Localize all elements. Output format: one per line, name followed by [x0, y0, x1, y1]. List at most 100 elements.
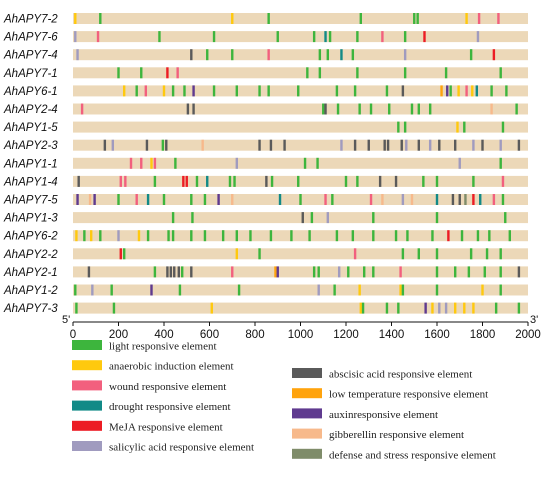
- cis-element-mark-light: [249, 230, 252, 242]
- cis-element-mark-light: [228, 175, 232, 187]
- cis-element-mark-light: [171, 85, 175, 97]
- cis-element-mark-light: [351, 49, 355, 61]
- cis-element-mark-auxin: [424, 302, 427, 314]
- cis-element-mark-abscisic: [258, 139, 261, 151]
- gene-row: AhAPY7-6: [3, 31, 528, 44]
- cis-element-mark-light: [183, 85, 186, 97]
- cis-element-mark-light: [112, 302, 116, 314]
- cis-element-mark-abscisic: [367, 139, 370, 151]
- promoter-bar: [73, 49, 528, 61]
- cis-element-mark-abscisic: [190, 266, 193, 278]
- cis-element-mark-salicylic: [444, 302, 448, 314]
- cis-element-mark-light: [358, 103, 361, 115]
- cis-element-mark-anaerobic: [122, 85, 126, 97]
- cis-element-mark-wound: [381, 31, 384, 43]
- gene-row: AhAPY1-2: [3, 284, 528, 297]
- cis-element-mark-light: [316, 157, 319, 169]
- cis-element-mark-abscisic: [383, 139, 386, 151]
- legend-item: drought responsive element: [72, 400, 231, 413]
- cis-element-mark-light: [449, 85, 452, 97]
- cis-element-mark-meja: [119, 248, 122, 260]
- cis-element-mark-drought: [435, 194, 439, 205]
- cis-element-mark-anaerobic: [359, 302, 362, 314]
- cis-element-mark-light: [504, 212, 507, 224]
- legend-item: defense and stress responsive element: [292, 448, 496, 461]
- cis-element-mark-light: [171, 212, 175, 224]
- cis-element-mark-auxin: [276, 266, 279, 278]
- cis-element-mark-light: [153, 266, 157, 278]
- cis-element-mark-drought: [146, 194, 150, 205]
- cis-element-mark-light: [356, 67, 359, 79]
- gene-row: AhAPY6-2: [3, 230, 528, 243]
- gene-label: AhAPY2-1: [3, 267, 58, 279]
- cis-element-mark-salicylic: [428, 139, 432, 151]
- cis-element-mark-light: [431, 230, 434, 242]
- gene-label: AhAPY7-2: [3, 14, 58, 26]
- cis-element-mark-light: [269, 230, 273, 242]
- cis-element-mark-anaerobic: [456, 121, 459, 133]
- cis-element-mark-wound: [153, 157, 157, 169]
- cis-element-mark-light: [318, 49, 322, 61]
- axis-tick-label: 1600: [424, 329, 450, 341]
- cis-element-mark-salicylic: [405, 139, 408, 151]
- legend: light responsive element anaerobic induct…: [72, 340, 496, 461]
- cis-element-mark-light: [499, 157, 502, 169]
- cis-element-mark-light: [363, 266, 366, 278]
- legend-label: defense and stress responsive element: [329, 449, 496, 461]
- cis-element-mark-abscisic: [417, 139, 420, 151]
- gene-row: AhAPY1-5: [3, 121, 528, 134]
- cis-element-mark-abscisic: [177, 266, 180, 278]
- cis-element-mark-meja: [472, 194, 475, 205]
- cis-element-mark-drought: [278, 194, 282, 205]
- gene-label: AhAPY1-3: [3, 213, 58, 225]
- axis-tick-label: 400: [154, 329, 173, 341]
- cis-element-mark-abscisic: [458, 194, 461, 205]
- cis-element-mark-light: [195, 175, 199, 187]
- axis-tick-label: 2000: [515, 329, 541, 341]
- cis-element-mark-defense: [464, 194, 467, 205]
- cis-element-mark-light: [356, 175, 359, 187]
- cis-element-mark-light: [312, 31, 316, 43]
- cis-element-mark-meja: [423, 31, 426, 43]
- legend-swatch-lowtemp: [292, 388, 322, 399]
- cis-element-mark-anaerobic: [235, 248, 238, 260]
- promoter-bar: [73, 121, 528, 133]
- cis-element-mark-light: [385, 85, 389, 97]
- cis-element-mark-light: [146, 230, 150, 242]
- cis-element-mark-light: [454, 266, 457, 278]
- cis-element-mark-light: [181, 266, 184, 278]
- promoter-bar: [73, 31, 528, 43]
- cis-element-mark-light: [110, 284, 113, 296]
- promoter-bar: [73, 103, 528, 115]
- cis-element-mark-abscisic: [301, 212, 304, 224]
- axis-ticks: 0 200 400 600 800 1000 1200 1400 1600 1800 2000: [70, 322, 541, 341]
- gene-label: AhAPY1-5: [3, 122, 58, 134]
- gene-row: AhAPY7-5: [3, 194, 528, 207]
- gene-row: AhAPY7-3: [3, 302, 528, 315]
- cis-element-mark-light: [83, 230, 86, 242]
- legend-item: low temperature responsive element: [292, 388, 488, 401]
- cis-element-mark-light: [161, 139, 165, 151]
- cis-element-mark-light: [235, 85, 238, 97]
- cis-element-mark-light: [344, 175, 348, 187]
- legend-swatch-auxin: [292, 408, 322, 419]
- cis-element-mark-salicylic: [74, 31, 77, 43]
- cis-element-mark-light: [162, 194, 166, 205]
- cis-element-mark-abscisic: [165, 139, 168, 151]
- axis-tick-label: 600: [200, 329, 219, 341]
- cis-element-mark-meja: [182, 175, 185, 187]
- gene-label: AhAPY7-6: [3, 32, 58, 44]
- gene-row: AhAPY7-4: [3, 49, 528, 62]
- cis-element-mark-light: [422, 175, 425, 187]
- cis-element-mark-light: [331, 194, 334, 205]
- cis-element-mark-light: [258, 85, 261, 97]
- promoter-bar: [73, 67, 528, 79]
- legend-swatch-wound: [72, 380, 102, 391]
- cis-element-mark-anaerobic: [472, 302, 475, 314]
- cis-element-mark-light: [508, 230, 511, 242]
- cis-element-mark-light: [397, 302, 400, 314]
- legend-swatch-anaerobic: [72, 360, 102, 371]
- cis-element-mark-light: [117, 194, 120, 205]
- cis-element-mark-wound: [477, 13, 481, 24]
- legend-label: anaerobic induction element: [109, 361, 234, 373]
